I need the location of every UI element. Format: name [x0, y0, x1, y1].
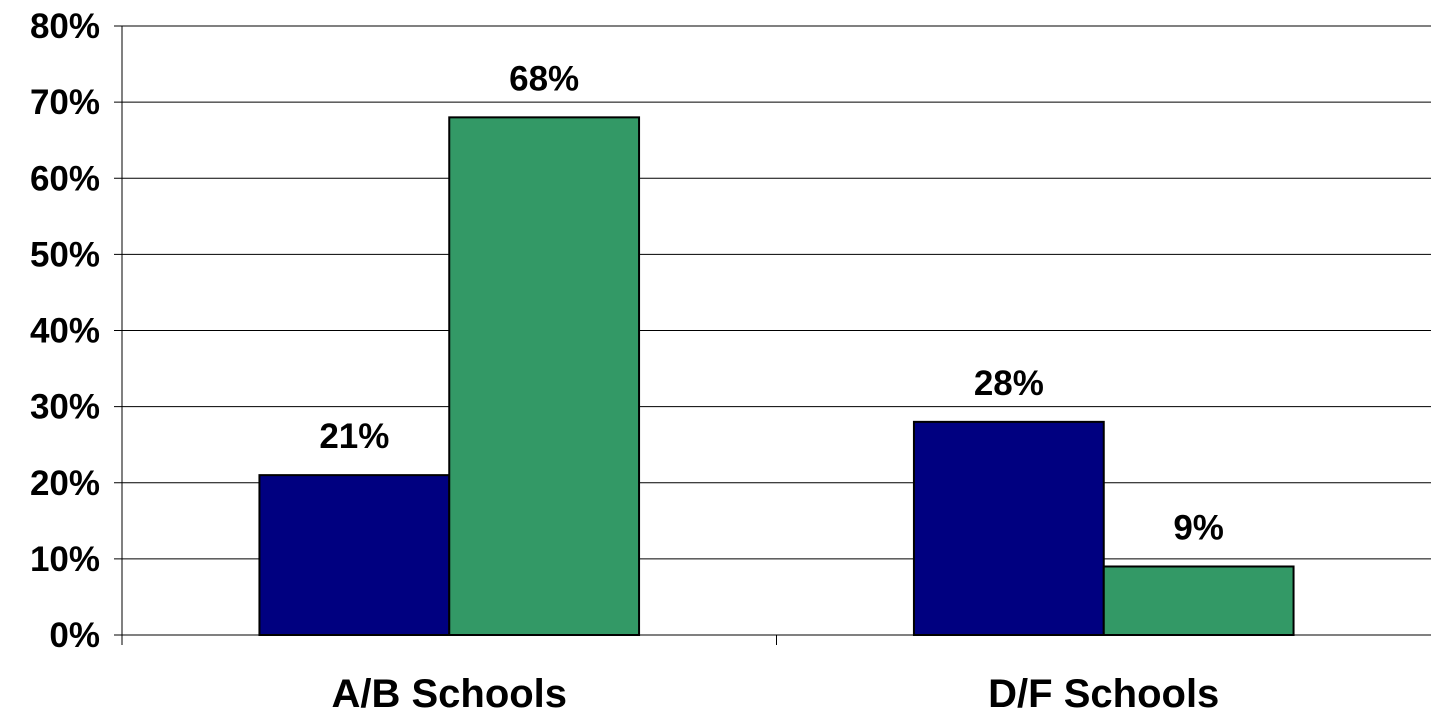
data-label: 68%	[509, 59, 579, 98]
x-tick-label: D/F Schools	[988, 672, 1219, 714]
data-label: 21%	[319, 417, 389, 456]
y-tick-label: 80%	[30, 7, 100, 46]
data-label: 9%	[1173, 508, 1224, 547]
bar	[1102, 565, 1295, 636]
bar	[912, 420, 1105, 636]
tick-labels: 0% 10% 20% 30% 40% 50% 60% 70% 80% A/B Schools D/F…	[30, 7, 1219, 714]
y-tick-label: 40%	[30, 312, 100, 351]
y-tick-label: 20%	[30, 464, 100, 503]
y-tick-label: 50%	[30, 235, 100, 274]
y-tick-label: 10%	[30, 540, 100, 579]
bars	[258, 116, 1295, 637]
y-tick-label: 30%	[30, 388, 100, 427]
x-tick-label: A/B Schools	[331, 672, 567, 714]
y-tick-label: 0%	[49, 616, 100, 655]
y-tick-label: 70%	[30, 83, 100, 122]
data-labels: 21% 68% 28% 9%	[319, 59, 1224, 547]
data-label: 28%	[974, 364, 1044, 403]
bar	[258, 474, 451, 637]
bar	[448, 116, 641, 637]
y-tick-label: 60%	[30, 159, 100, 198]
